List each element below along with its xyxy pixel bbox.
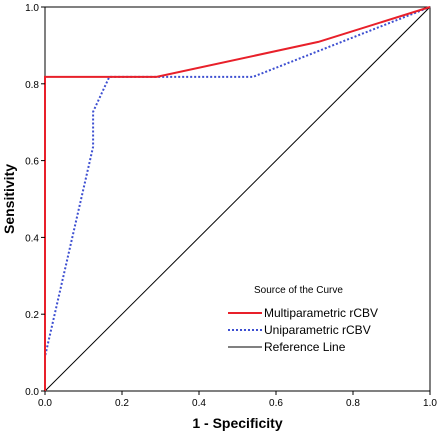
y-tick-label: 0.8 bbox=[25, 80, 39, 91]
x-tick-label: 0.0 bbox=[38, 398, 52, 409]
x-tick-label: 0.4 bbox=[192, 398, 206, 409]
x-axis-title: 1 - Specificity bbox=[192, 415, 282, 431]
x-tick-label: 0.6 bbox=[269, 398, 283, 409]
x-tick-label: 0.2 bbox=[115, 398, 129, 409]
series-line-reference-line bbox=[44, 6, 431, 392]
legend-title: Source of the Curve bbox=[254, 285, 343, 296]
y-tick-label: 0.2 bbox=[25, 310, 39, 321]
series-line-multiparametric-rcbv bbox=[44, 6, 431, 391]
x-tick-label: 1.0 bbox=[423, 398, 437, 409]
y-tick-label: 1.0 bbox=[25, 3, 39, 14]
ticks-layer: 0.0 0.2 0.4 0.6 0.8 1.0 0.0 0.2 0.4 0.6 0.8 1.0 bbox=[25, 3, 437, 409]
y-tick-label: 0.4 bbox=[25, 233, 39, 244]
legend: Source of the Curve Multiparametric rCBV… bbox=[228, 285, 378, 354]
series-layer bbox=[44, 6, 431, 392]
y-tick-label: 0.0 bbox=[25, 387, 39, 398]
series-line-uniparametric-rcbv bbox=[44, 6, 431, 391]
legend-entry-label: Uniparametric rCBV bbox=[264, 323, 371, 337]
legend-items: Multiparametric rCBV Uniparametric rCBV Re… bbox=[228, 306, 378, 354]
y-tick-label: 0.6 bbox=[25, 157, 39, 168]
legend-entry-label: Reference Line bbox=[264, 340, 346, 354]
legend-entry-label: Multiparametric rCBV bbox=[264, 306, 378, 320]
y-axis-title: Sensitivity bbox=[1, 164, 17, 234]
x-tick-label: 0.8 bbox=[346, 398, 360, 409]
